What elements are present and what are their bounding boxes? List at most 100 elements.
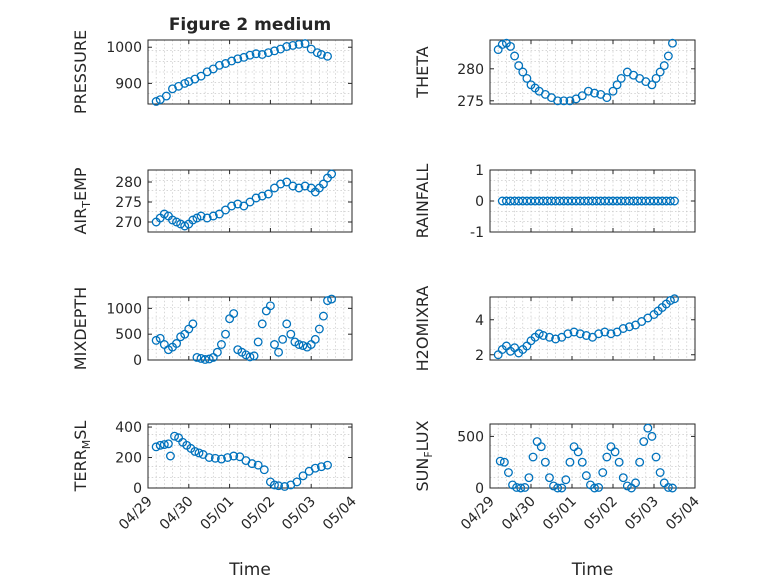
x-axis-label-right: Time <box>571 560 614 580</box>
data-point <box>323 51 332 61</box>
x-tick-label: 05/02 <box>238 494 278 534</box>
scatter-series <box>497 196 679 206</box>
data-point <box>602 452 612 462</box>
data-point <box>557 483 567 493</box>
data-point <box>214 209 224 219</box>
data-point <box>549 481 558 491</box>
data-point <box>263 48 273 58</box>
scatter-series <box>151 431 332 491</box>
scatter-series <box>151 169 337 231</box>
data-point <box>168 215 177 225</box>
data-point <box>257 319 267 329</box>
data-point <box>622 481 632 491</box>
x-tick-label: 04/29 <box>116 494 156 534</box>
y-axis-label: AIRTEMP <box>71 167 93 234</box>
data-point <box>569 327 579 337</box>
data-point <box>616 73 626 83</box>
data-point <box>665 296 675 305</box>
y-axis-label: SUNFLUX <box>413 420 435 491</box>
data-point <box>229 451 239 461</box>
data-point <box>170 431 179 441</box>
data-point <box>165 451 175 461</box>
data-point <box>221 329 230 339</box>
data-point <box>651 452 661 462</box>
data-point <box>559 96 569 106</box>
data-point <box>159 209 169 219</box>
data-point <box>624 322 634 332</box>
data-point <box>270 183 279 193</box>
x-tick-label: 04/30 <box>499 494 539 534</box>
y-axis-label: MIXDEPTH <box>71 287 90 370</box>
data-point <box>506 41 515 51</box>
data-point <box>151 97 161 106</box>
data-point <box>536 442 546 452</box>
data-point <box>221 205 230 215</box>
data-point <box>651 73 661 83</box>
data-point <box>196 71 206 81</box>
data-point <box>573 447 583 457</box>
data-point <box>204 354 214 364</box>
data-point <box>608 86 618 96</box>
data-point <box>274 347 284 357</box>
data-point <box>247 459 257 469</box>
data-point <box>159 440 169 450</box>
scatter-series <box>495 423 677 493</box>
data-point <box>647 80 657 90</box>
subplot-h2omixra: 2 4 H2OMIXRA <box>413 286 696 371</box>
y-tick-label: 0 <box>133 353 142 369</box>
data-point <box>163 439 173 449</box>
data-point <box>194 448 204 458</box>
data-point <box>253 337 263 347</box>
data-point <box>239 201 249 211</box>
data-point <box>282 42 292 51</box>
data-point <box>270 340 279 349</box>
data-point <box>590 483 599 493</box>
data-point <box>257 50 267 59</box>
data-point <box>274 481 284 491</box>
subplot-pressure: 900 1000 PRESSURE <box>71 30 353 114</box>
data-point <box>318 311 328 321</box>
y-tick-label: 275 <box>115 195 142 211</box>
data-point <box>155 333 165 343</box>
data-point <box>204 453 214 462</box>
x-tick-label: 05/01 <box>198 494 238 534</box>
data-point <box>534 329 544 339</box>
axes-frame <box>147 423 353 489</box>
data-point <box>223 453 233 462</box>
scatter-series <box>493 38 677 106</box>
data-point <box>298 471 308 481</box>
data-point <box>253 460 263 470</box>
data-point <box>245 197 255 207</box>
data-point <box>668 38 677 48</box>
data-point <box>497 40 507 49</box>
data-point <box>327 294 337 304</box>
axes-frame <box>489 296 696 361</box>
data-point <box>227 201 237 211</box>
data-point <box>514 61 524 71</box>
data-point <box>504 468 513 477</box>
data-point <box>668 483 677 493</box>
y-tick-label: 1 <box>475 163 484 179</box>
data-point <box>188 215 198 225</box>
data-point <box>172 217 182 227</box>
data-point <box>249 351 259 361</box>
data-point <box>635 457 645 467</box>
data-point <box>227 56 237 66</box>
data-point <box>310 334 320 344</box>
y-tick-label: 2 <box>475 348 484 364</box>
data-point <box>565 96 575 106</box>
data-point <box>606 329 616 339</box>
data-point <box>155 440 165 450</box>
data-point <box>216 454 226 464</box>
data-point <box>278 334 288 344</box>
data-point <box>180 221 190 231</box>
data-point <box>577 91 587 101</box>
data-point <box>316 50 326 59</box>
data-point <box>518 67 528 77</box>
data-point <box>327 169 337 179</box>
grid-lines <box>489 424 696 488</box>
subplot-mixdepth: 0 500 1000 MIXDEPTH <box>71 287 353 370</box>
data-point <box>265 301 275 311</box>
y-axis-label: TERRMSL <box>71 421 93 493</box>
